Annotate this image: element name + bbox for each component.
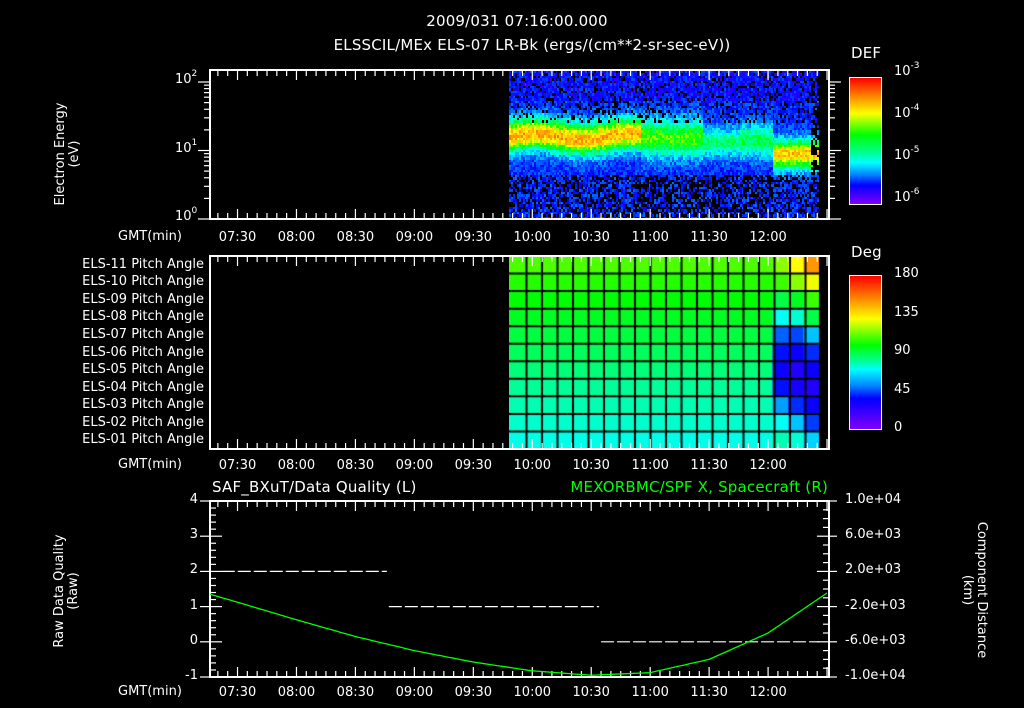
- deg-colorbar-label: 0: [894, 420, 903, 435]
- time-tick-label: 11:00: [631, 458, 669, 473]
- def-colorbar-label: 10-5: [894, 145, 920, 163]
- time-tick-label: 10:30: [572, 230, 610, 245]
- time-tick-label: 12:00: [749, 458, 787, 473]
- time-tick-label: 08:30: [336, 685, 375, 700]
- time-tick-label: 08:30: [336, 230, 375, 245]
- distance-tick-label: -2.0e+03: [845, 597, 906, 613]
- quality-tick-label: 3: [189, 527, 198, 543]
- energy-tick-label: 100: [175, 206, 198, 224]
- right-series-title: MEXORBMC/SPF X, Spacecraft (R): [570, 478, 828, 496]
- time-tick-label: 11:30: [690, 230, 728, 245]
- pitch-angle-row-label: ELS-06 Pitch Angle: [82, 344, 204, 360]
- quality-tick-label: 1: [189, 597, 198, 613]
- time-tick-label: 07:30: [218, 458, 257, 473]
- deg-colorbar: [849, 275, 882, 430]
- time-tick-label: 07:30: [218, 230, 257, 245]
- energy-tick-label: 101: [175, 137, 198, 156]
- pitch-angle-row-label: ELS-03 Pitch Angle: [82, 397, 204, 413]
- pitch-angle-row-label: ELS-10 Pitch Angle: [82, 274, 204, 290]
- distance-tick-label: -6.0e+03: [845, 632, 906, 648]
- deg-colorbar-label: 135: [894, 304, 919, 320]
- pitch-angle-row-label: ELS-04 Pitch Angle: [82, 379, 204, 395]
- pitch-angle-row-label: ELS-01 Pitch Angle: [82, 432, 204, 448]
- time-tick-label: 10:30: [572, 685, 610, 700]
- time-tick-label: 10:00: [513, 458, 551, 473]
- plot-subtitle: ELSSCIL/MEx ELS-07 LR-Bk (ergs/(cm**2-sr…: [333, 36, 731, 54]
- time-tick-label: 11:00: [631, 685, 669, 700]
- time-tick-label: 07:30: [218, 685, 257, 700]
- pitch-angle-row-label: ELS-08 Pitch Angle: [82, 309, 204, 325]
- distance-tick-label: 1.0e+04: [845, 492, 902, 507]
- time-tick-label: 11:30: [690, 685, 728, 700]
- distance-tick-label: 6.0e+03: [845, 527, 902, 543]
- def-colorbar-label: 10-3: [894, 61, 920, 79]
- pitch-angle-heatmap: [509, 256, 829, 449]
- energy-spectrogram: [509, 71, 829, 219]
- pitch-angle-row-label: ELS-09 Pitch Angle: [82, 291, 204, 307]
- time-tick-label: 12:00: [749, 685, 787, 700]
- time-tick-label: 08:00: [277, 458, 316, 473]
- def-colorbar-label: 10-6: [894, 187, 920, 205]
- pitch-xaxis-label: GMT(min): [118, 457, 182, 472]
- deg-colorbar-label: 90: [894, 343, 911, 358]
- def-colorbar-label: 10-4: [894, 103, 920, 121]
- time-tick-label: 10:30: [572, 458, 610, 473]
- quality-tick-label: 0: [189, 632, 198, 648]
- time-tick-label: 09:30: [454, 230, 493, 245]
- energy-xaxis-label: GMT(min): [118, 229, 182, 244]
- quality-xaxis-label: GMT(min): [118, 684, 182, 699]
- time-tick-label: 10:00: [513, 685, 551, 700]
- time-tick-label: 12:00: [749, 230, 787, 245]
- deg-colorbar-title: Deg: [851, 243, 882, 261]
- time-tick-label: 08:30: [336, 458, 375, 473]
- time-tick-label: 08:00: [277, 685, 316, 700]
- time-tick-label: 11:30: [690, 458, 728, 473]
- quality-tick-label: 4: [189, 492, 198, 507]
- time-tick-label: 09:00: [395, 458, 434, 473]
- distance-tick-label: -1.0e+04: [845, 668, 906, 683]
- def-colorbar: [849, 77, 882, 205]
- pitch-angle-row-label: ELS-07 Pitch Angle: [82, 326, 204, 342]
- time-tick-label: 09:00: [395, 230, 434, 245]
- deg-colorbar-label: 180: [894, 266, 919, 281]
- deg-colorbar-label: 45: [894, 381, 911, 397]
- quality-tick-label: -1: [185, 668, 198, 683]
- distance-tick-label: 2.0e+03: [845, 562, 902, 578]
- def-colorbar-title: DEF: [851, 44, 882, 62]
- time-tick-label: 11:00: [631, 230, 669, 245]
- pitch-angle-row-label: ELS-02 Pitch Angle: [82, 414, 204, 430]
- time-tick-label: 09:30: [454, 685, 493, 700]
- time-tick-label: 09:30: [454, 458, 493, 473]
- time-tick-label: 10:00: [513, 230, 551, 245]
- quality-tick-label: 2: [189, 562, 198, 578]
- energy-tick-label: 102: [175, 69, 198, 87]
- pitch-angle-row-label: ELS-05 Pitch Angle: [82, 362, 204, 378]
- plot-datetime: 2009/031 07:16:00.000: [426, 12, 608, 30]
- time-tick-label: 08:00: [277, 230, 316, 245]
- left-series-title: SAF_BXuT/Data Quality (L): [212, 478, 417, 496]
- time-tick-label: 09:00: [395, 685, 434, 700]
- pitch-angle-row-label: ELS-11 Pitch Angle: [82, 256, 204, 272]
